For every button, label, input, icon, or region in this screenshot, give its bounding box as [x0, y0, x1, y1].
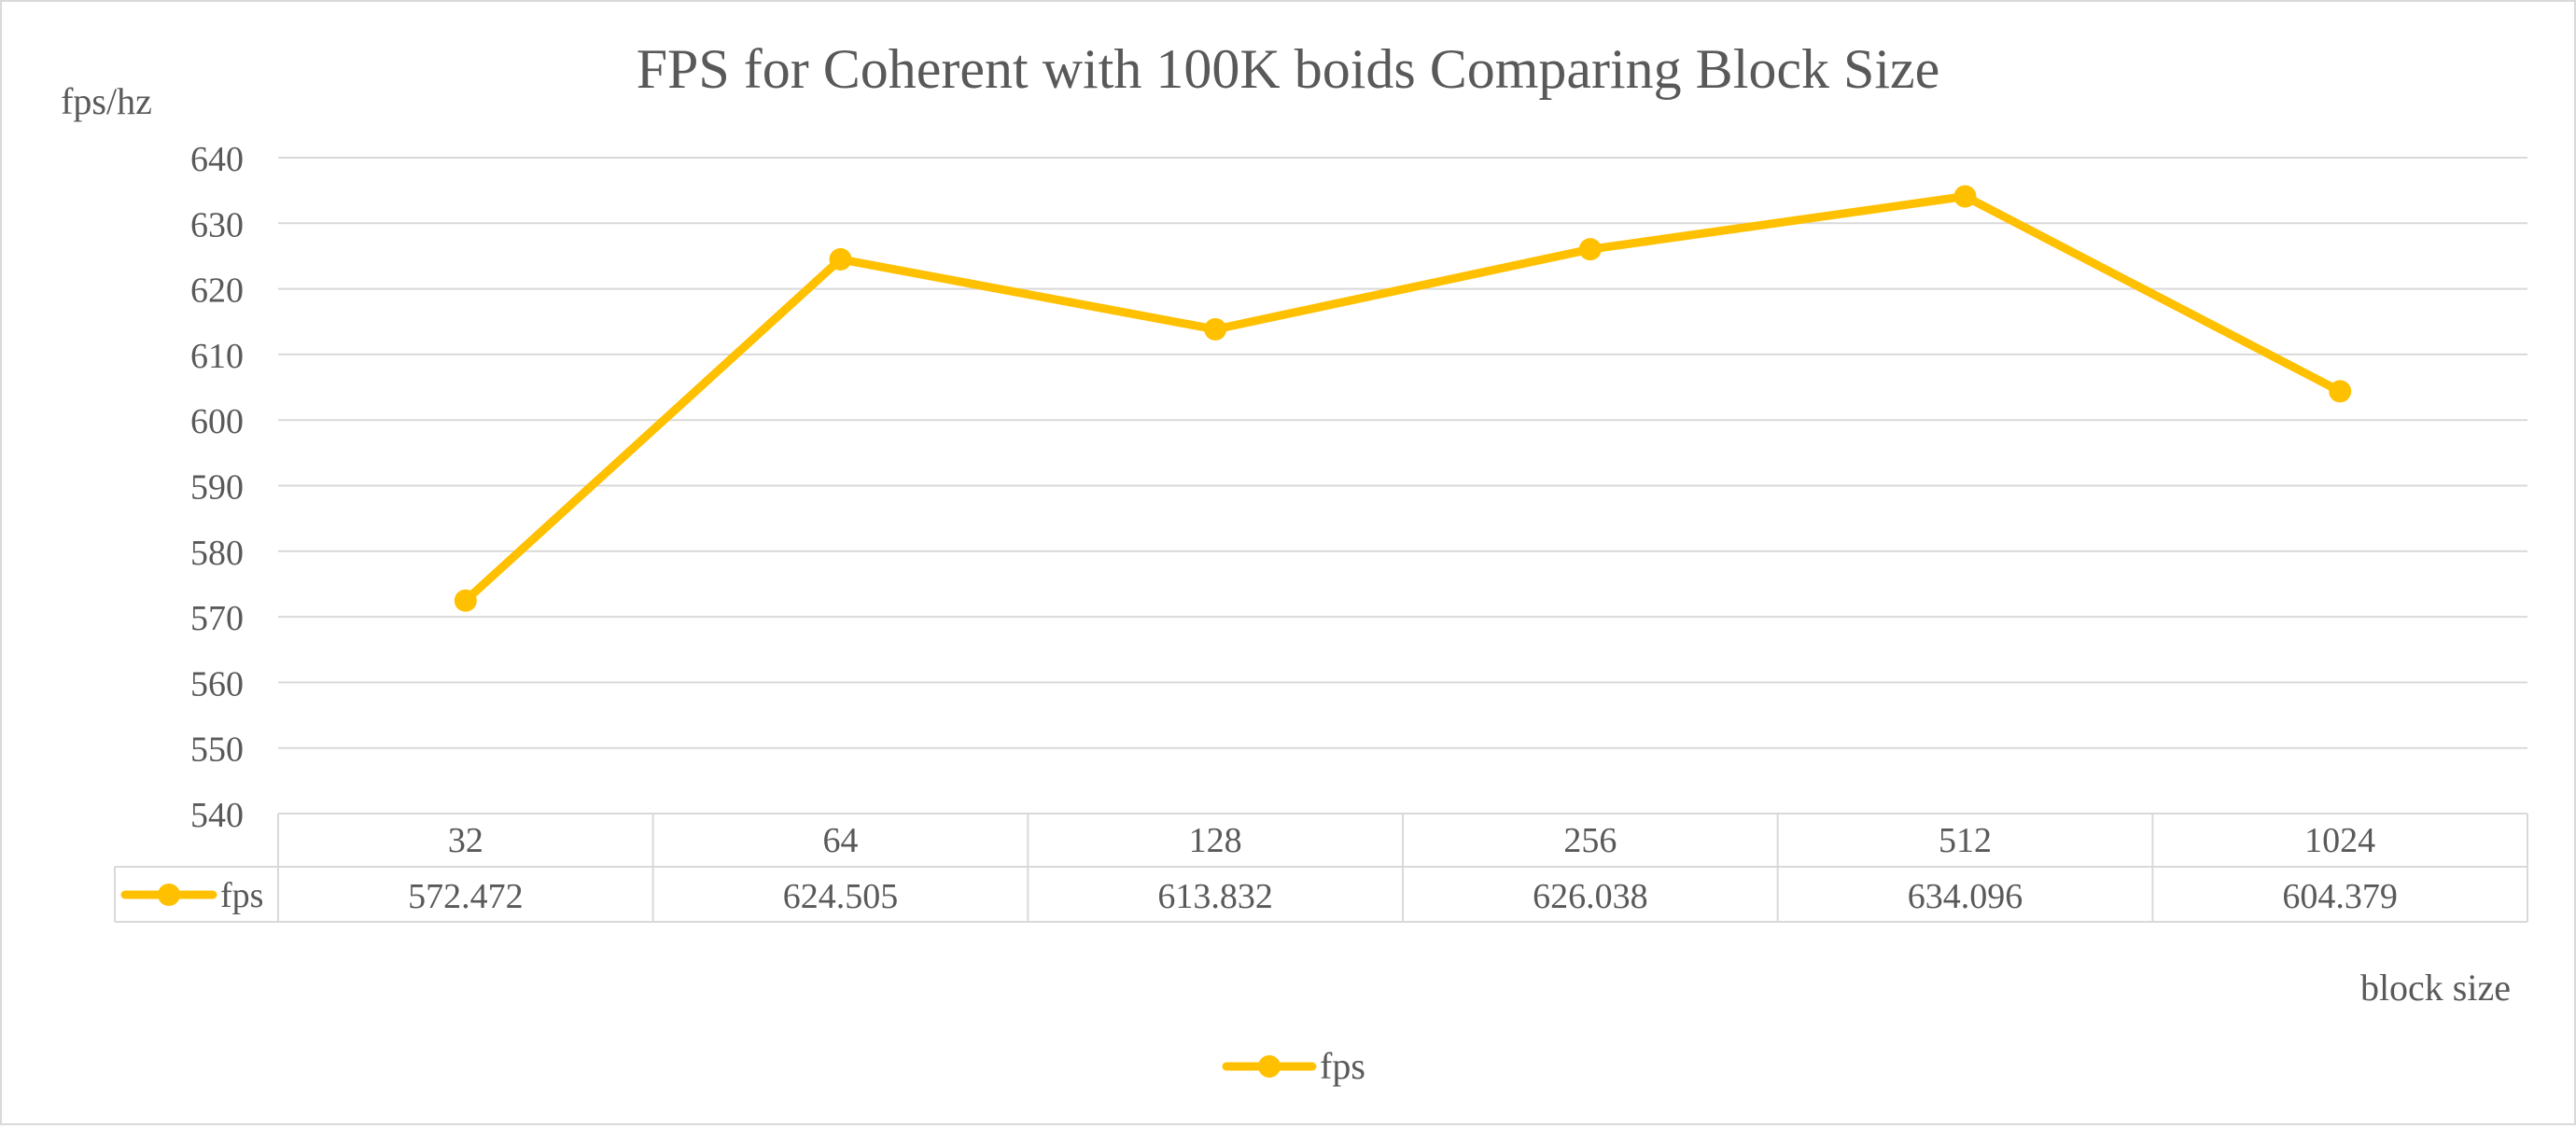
- y-tick-label: 600: [190, 402, 244, 441]
- data-point-fps: [454, 589, 477, 612]
- table-series-name: fps: [220, 876, 263, 915]
- y-tick-label: 570: [190, 599, 244, 638]
- category-label: 32: [448, 821, 483, 860]
- y-tick-label: 550: [190, 731, 244, 770]
- category-label: 1024: [2304, 821, 2375, 860]
- y-tick-label: 590: [190, 468, 244, 508]
- series-fps: [454, 185, 2352, 612]
- legend: fps: [1222, 1045, 1365, 1087]
- table-value-cell: 613.832: [1157, 877, 1273, 916]
- category-label: 256: [1563, 821, 1617, 860]
- y-tick-label: 560: [190, 664, 244, 703]
- y-tick-label: 610: [190, 337, 244, 376]
- x-axis-label: block size: [2360, 967, 2511, 1009]
- legend-label-fps: fps: [1320, 1045, 1365, 1087]
- data-point-fps: [1204, 317, 1227, 341]
- data-point-fps: [1953, 185, 1977, 208]
- category-label: 128: [1189, 821, 1242, 860]
- y-tick-label: 580: [190, 534, 244, 573]
- data-point-fps: [2329, 380, 2352, 403]
- category-label: 64: [823, 821, 859, 860]
- y-tick-label: 630: [190, 205, 244, 244]
- y-tick-labels: 540 550 560 570 580 590 600 610 620 630 640: [190, 140, 244, 835]
- data-table: 32 572.472 64 624.505 128 613.832 256 626.038 51…: [114, 814, 2528, 923]
- category-label: 512: [1939, 821, 1992, 860]
- table-value-cell: 626.038: [1533, 877, 1648, 916]
- table-value-cell: 624.505: [783, 877, 899, 916]
- y-tick-label: 640: [190, 140, 244, 179]
- table-value-cell: 604.379: [2282, 877, 2398, 916]
- gridlines: [278, 157, 2527, 815]
- data-point-fps: [1578, 238, 1602, 261]
- y-tick-label: 620: [190, 272, 244, 311]
- table-value-cell: 572.472: [408, 877, 524, 916]
- table-value-cell: 634.096: [1908, 877, 2023, 916]
- legend-marker-swatch: [1258, 1055, 1281, 1078]
- y-axis-label: fps/hz: [61, 80, 152, 122]
- table-legend-marker: [158, 884, 180, 906]
- series-line-fps: [461, 192, 2345, 606]
- y-tick-label: 540: [190, 796, 244, 835]
- data-point-fps: [829, 247, 852, 271]
- chart-title: FPS for Coherent with 100K boids Compari…: [637, 38, 1940, 100]
